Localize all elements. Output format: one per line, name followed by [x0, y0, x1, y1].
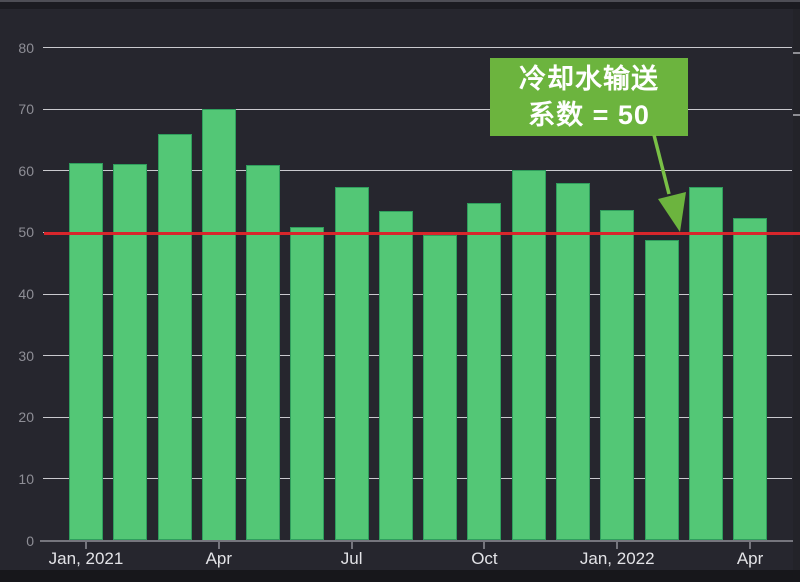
- y-axis-label: 20: [18, 409, 34, 426]
- x-axis-label: Oct: [471, 549, 498, 568]
- gridline-10: [43, 478, 792, 480]
- y-axis-label: 10: [18, 470, 34, 487]
- bar-sep-2021[interactable]: [423, 234, 458, 541]
- bar-feb-2021[interactable]: [113, 163, 148, 541]
- bar-oct-2021[interactable]: [467, 203, 502, 541]
- bar-feb-2022[interactable]: [644, 239, 679, 541]
- annotation-line1: 冷却水输送: [519, 64, 659, 94]
- x-axis-label: Apr: [736, 549, 764, 568]
- annotation-line2: 系数 = 50: [528, 100, 650, 130]
- x-axis-label: Apr: [205, 549, 233, 568]
- y-axis-label: 60: [18, 162, 34, 179]
- bar-may-2021[interactable]: [246, 164, 281, 541]
- x-axis-tick: [350, 542, 353, 549]
- window-bottom-edge: [0, 570, 800, 582]
- bar-aug-2021[interactable]: [378, 211, 413, 541]
- y-axis-label: 50: [18, 224, 34, 241]
- gridline-30: [43, 355, 792, 357]
- background-window-gridline-stub: [793, 52, 800, 54]
- gridline-40: [43, 293, 792, 295]
- bar-jun-2021[interactable]: [290, 227, 325, 541]
- x-axis-label: Jan, 2022: [579, 549, 655, 568]
- x-axis-tick: [85, 542, 87, 549]
- x-axis-tick: [749, 542, 752, 549]
- threshold-line: [44, 231, 800, 235]
- x-axis-tick: [483, 542, 486, 549]
- bar-apr-2021[interactable]: [201, 109, 236, 541]
- background-window-gridline-stub: [793, 114, 800, 116]
- x-axis-tick: [616, 542, 619, 549]
- window-top-edge: [0, 0, 800, 9]
- gridline-80: [43, 47, 792, 48]
- bar-mar-2021[interactable]: [157, 133, 192, 541]
- y-axis-label: 70: [18, 101, 34, 118]
- bar-dec-2021[interactable]: [555, 183, 590, 541]
- gridline-70: [43, 108, 792, 110]
- bar-jan-2021[interactable]: [69, 162, 103, 541]
- y-axis-label: 40: [18, 286, 34, 302]
- gridline-60: [43, 170, 792, 172]
- gridline-20: [43, 416, 792, 418]
- x-axis-label: Jul: [340, 549, 363, 568]
- y-axis-label: 80: [18, 39, 34, 56]
- bar-jul-2021[interactable]: [334, 187, 369, 541]
- bar-nov-2021[interactable]: [511, 169, 546, 541]
- x-axis-label: Jan, 2021: [48, 549, 124, 568]
- y-axis-label: 30: [18, 347, 34, 364]
- x-axis-line: [40, 540, 793, 542]
- y-axis-label: 0: [26, 532, 34, 549]
- bar-apr-2022[interactable]: [733, 218, 768, 541]
- bar-mar-2022[interactable]: [688, 186, 723, 541]
- window-right-edge: [793, 9, 800, 582]
- bar-jan-2022[interactable]: [600, 210, 635, 541]
- annotation-callout: 冷却水输送 系数 = 50: [490, 58, 688, 136]
- x-axis-tick: [217, 542, 220, 549]
